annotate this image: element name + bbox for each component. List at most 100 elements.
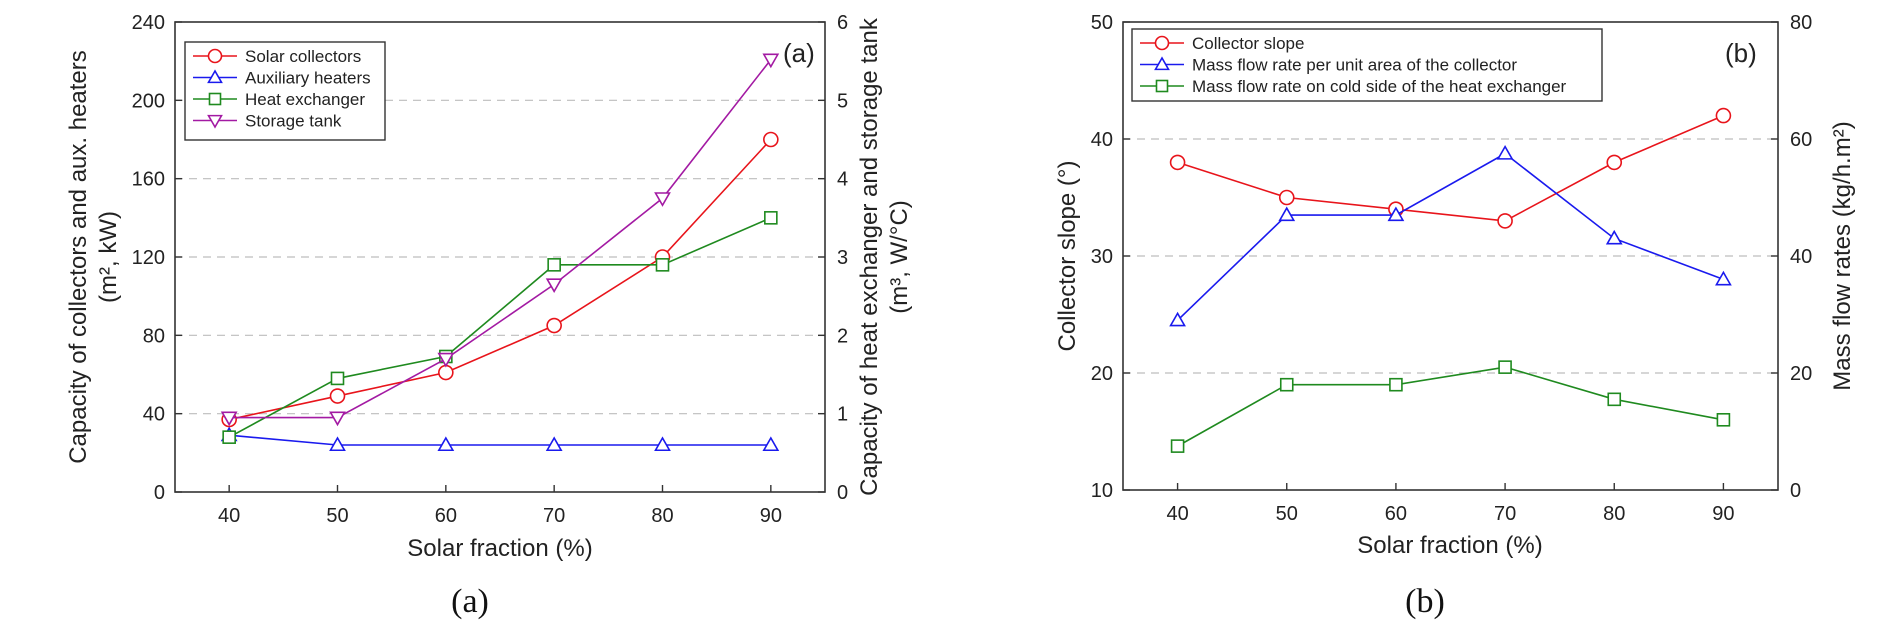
gridlines-b (1123, 138, 1778, 374)
x-axis-title-b: Solar fraction (%) (1357, 532, 1542, 559)
legend-marker-b-mass-flow-rate-per-unit-area-of-the-collector (1154, 56, 1170, 71)
point-b-mass-flow-rate-per-unit-area-of-the-collector-4 (1605, 229, 1623, 245)
legend-box-b (1131, 28, 1603, 102)
x-tick-label-b-4: 80 (1603, 503, 1625, 525)
y-left-tick-label-b-0: 10 (1091, 480, 1113, 502)
y-left-tick-label-a-4: 160 (132, 169, 165, 191)
y-left-tick-label-a-0: 0 (154, 482, 165, 504)
series-line-b-mass-flow-rate-per-unit-area-of-the-collector (1177, 152, 1724, 321)
y-right-tick-label-a-3: 3 (837, 247, 848, 269)
series-line-b-mass-flow-rate-on-cold-side-of-the-heat-exchanger (1177, 366, 1724, 447)
y-right-tick-label-a-0: 0 (837, 482, 848, 504)
point-a-heat-exchanger-4 (655, 258, 670, 272)
legend-label-b-mass-flow-rate-on-cold-side-of-the-heat-exchanger: Mass flow rate on cold side of the heat … (1192, 77, 1567, 96)
x-tick-label-a-2: 60 (435, 505, 457, 527)
legend-marker-a-auxiliary-heaters (207, 69, 223, 84)
legend-entries-b: Collector slope Mass flow rate per unit a… (1140, 34, 1567, 96)
series-line-a-heat-exchanger (228, 217, 772, 438)
x-tick-label-a-4: 80 (651, 505, 673, 527)
series-a (220, 53, 780, 452)
point-b-collector-slope-3 (1497, 213, 1513, 229)
legend-label-a-storage-tank: Storage tank (245, 112, 342, 131)
y-right-tick-label-a-4: 4 (837, 169, 848, 191)
point-a-storage-tank-2 (437, 352, 455, 368)
series-b (1169, 107, 1732, 453)
caption-a: (a) (451, 583, 489, 620)
y-right-tick-label-b-4: 80 (1790, 12, 1812, 34)
legend-label-a-solar-collectors: Solar collectors (245, 47, 361, 66)
point-b-mass-flow-rate-on-cold-side-of-the-heat-exchanger-2 (1389, 377, 1403, 392)
point-a-heat-exchanger-3 (547, 258, 561, 272)
point-b-mass-flow-rate-per-unit-area-of-the-collector-0 (1169, 311, 1186, 327)
chart-panel-a: 40 50 60 70 80 90 0 40 80 120 160 200 240 0 1 2 3 4 5 6 Sol… (65, 12, 913, 620)
y-left-tick-label-a-3: 120 (132, 247, 165, 269)
y-right-tick-label-a-5: 5 (837, 90, 848, 112)
y-right-axis-title-a-line2: (m³, W/°C) (886, 200, 913, 314)
point-b-mass-flow-rate-per-unit-area-of-the-collector-2 (1387, 206, 1405, 222)
y-left-tick-label-a-5: 200 (132, 90, 165, 112)
x-tick-label-b-0: 40 (1166, 503, 1188, 525)
legend-label-b-collector-slope: Collector slope (1192, 34, 1304, 53)
x-tick-label-b-1: 50 (1276, 503, 1298, 525)
point-a-auxiliary-heaters-2 (437, 436, 455, 452)
series-line-a-auxiliary-heaters (229, 434, 771, 446)
y-left-tick-label-b-1: 20 (1091, 363, 1113, 385)
panel-tag-b: (b) (1725, 38, 1757, 68)
legend-label-a-auxiliary-heaters: Auxiliary heaters (245, 69, 371, 88)
point-a-storage-tank-1 (329, 411, 346, 427)
x-tick-label-a-0: 40 (218, 505, 240, 527)
x-tick-label-b-3: 70 (1494, 503, 1516, 525)
legend-marker-a-solar-collectors (207, 48, 223, 64)
y-right-tick-label-b-1: 20 (1790, 363, 1812, 385)
legend-marker-a-heat-exchanger (208, 92, 222, 106)
legend-label-a-heat-exchanger: Heat exchanger (245, 90, 365, 109)
legend-entries-a: Solar collectors Auxiliary heaters Heat ex… (193, 47, 371, 131)
point-b-collector-slope-5 (1715, 107, 1732, 124)
point-a-solar-collectors-1 (329, 388, 346, 404)
series-line-a-storage-tank (229, 59, 772, 419)
point-b-mass-flow-rate-on-cold-side-of-the-heat-exchanger-3 (1498, 360, 1512, 374)
y-left-tick-label-a-1: 40 (143, 404, 165, 426)
legend-b: Collector slope Mass flow rate per unit a… (1131, 28, 1603, 102)
point-b-mass-flow-rate-on-cold-side-of-the-heat-exchanger-5 (1716, 412, 1731, 427)
y-right-axis-title-b: Mass flow rates (kg/h.m²) (1829, 121, 1856, 390)
point-b-mass-flow-rate-per-unit-area-of-the-collector-3 (1496, 145, 1514, 160)
point-b-mass-flow-rate-on-cold-side-of-the-heat-exchanger-0 (1170, 439, 1185, 453)
series-line-b-collector-slope (1177, 114, 1724, 222)
point-b-mass-flow-rate-per-unit-area-of-the-collector-1 (1278, 206, 1296, 222)
y-left-tick-label-a-6: 240 (132, 12, 165, 34)
ticks-a: 40 50 60 70 80 90 0 40 80 120 160 200 240 0 1 2 3 4 5 6 (132, 12, 849, 527)
point-a-auxiliary-heaters-4 (654, 436, 671, 452)
x-tick-label-a-5: 90 (760, 505, 782, 527)
point-b-mass-flow-rate-per-unit-area-of-the-collector-5 (1715, 270, 1732, 286)
x-tick-label-a-1: 50 (326, 505, 348, 527)
point-a-solar-collectors-3 (546, 317, 562, 334)
point-a-heat-exchanger-5 (764, 211, 778, 225)
y-left-tick-label-b-2: 30 (1091, 246, 1113, 268)
legend-marker-b-mass-flow-rate-on-cold-side-of-the-heat-exchanger (1155, 79, 1169, 93)
y-right-axis-title-a-line1: Capacity of heat exchanger and storage t… (856, 17, 883, 496)
x-tick-label-b-2: 60 (1385, 503, 1407, 525)
point-a-auxiliary-heaters-1 (329, 436, 346, 452)
y-left-tick-label-b-3: 40 (1091, 129, 1113, 151)
point-a-heat-exchanger-0 (222, 430, 236, 444)
y-left-axis-title-a-line2: (m², kW) (95, 211, 122, 303)
y-right-tick-label-b-0: 0 (1790, 480, 1801, 502)
y-right-tick-label-a-6: 6 (837, 12, 848, 34)
caption-b: (b) (1405, 583, 1445, 620)
legend-a: Solar collectors Auxiliary heaters Heat ex… (184, 41, 386, 141)
x-tick-label-a-3: 70 (543, 505, 565, 527)
point-a-storage-tank-0 (220, 411, 238, 427)
point-b-collector-slope-0 (1169, 154, 1186, 171)
y-left-axis-title-a-line1: Capacity of collectors and aux. heaters (65, 50, 92, 464)
chart-panel-b: 40 50 60 70 80 90 10 20 30 40 50 0 20 40 60 80 Solar fr… (1054, 12, 1856, 620)
gridlines-a (175, 99, 825, 415)
ticks-b: 40 50 60 70 80 90 10 20 30 40 50 0 20 40 60 80 (1091, 12, 1813, 525)
x-axis-title-a: Solar fraction (%) (407, 535, 592, 562)
point-a-storage-tank-5 (762, 53, 780, 69)
y-right-tick-label-a-1: 1 (837, 404, 848, 426)
point-b-mass-flow-rate-on-cold-side-of-the-heat-exchanger-1 (1279, 377, 1294, 392)
point-a-auxiliary-heaters-5 (762, 436, 780, 452)
point-b-collector-slope-4 (1606, 154, 1623, 171)
